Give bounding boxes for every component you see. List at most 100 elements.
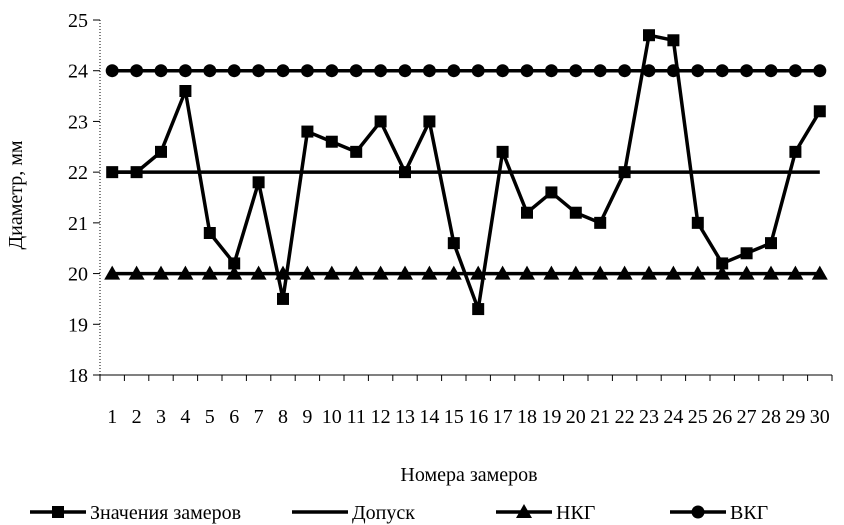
- y-tick-label: 20: [68, 264, 88, 286]
- data-point: [716, 257, 729, 270]
- data-point: [787, 265, 804, 280]
- data-point: [323, 265, 340, 280]
- data-point: [569, 206, 582, 219]
- data-point: [325, 135, 338, 148]
- data-point: [567, 265, 584, 280]
- x-tick-label: 19: [541, 406, 561, 428]
- data-point: [325, 64, 339, 78]
- legend-label: ВКГ: [730, 502, 768, 524]
- data-point: [691, 64, 705, 78]
- data-point: [374, 115, 387, 128]
- data-point: [299, 265, 316, 280]
- data-point: [740, 247, 753, 260]
- x-tick-label: 13: [395, 406, 415, 428]
- x-tick-label: 5: [205, 406, 215, 428]
- data-point: [275, 265, 291, 280]
- data-point: [471, 64, 485, 78]
- data-point: [301, 125, 314, 138]
- data-point: [788, 64, 802, 78]
- x-tick-label: 15: [444, 406, 464, 428]
- data-point: [155, 145, 167, 158]
- legend-label: НКГ: [556, 502, 595, 524]
- y-tick-label: 24: [68, 61, 88, 83]
- y-tick-label: 25: [68, 10, 88, 32]
- x-tick-label: 2: [132, 406, 142, 428]
- legend-entry: ВКГ: [670, 502, 768, 524]
- data-point: [252, 176, 265, 189]
- data-point: [665, 265, 682, 280]
- data-point: [519, 265, 535, 280]
- data-point: [472, 303, 485, 316]
- data-point: [763, 265, 779, 280]
- data-point: [447, 64, 461, 78]
- data-point: [618, 64, 632, 78]
- x-tick-label: 8: [278, 406, 288, 428]
- data-point: [494, 265, 511, 280]
- data-point: [738, 265, 755, 280]
- x-tick-label: 22: [615, 406, 635, 428]
- x-tick-label: 16: [468, 406, 488, 428]
- series-layer: [104, 29, 828, 316]
- data-point: [740, 64, 754, 78]
- data-point: [543, 265, 560, 280]
- x-tick-label: 20: [566, 406, 586, 428]
- data-point: [642, 64, 656, 78]
- x-tick-label: 30: [810, 406, 830, 428]
- x-tick-label: 26: [712, 406, 732, 428]
- data-point: [179, 85, 192, 97]
- data-point: [276, 64, 290, 78]
- data-point: [374, 64, 388, 78]
- legend-label: Значения замеров: [90, 502, 241, 524]
- data-point: [397, 265, 413, 280]
- y-axis-title: Диаметр, мм: [5, 140, 27, 249]
- data-point: [203, 227, 216, 239]
- data-point: [372, 265, 389, 280]
- data-point: [252, 64, 266, 78]
- data-point: [154, 64, 168, 78]
- data-point: [714, 265, 731, 280]
- x-tick-label: 4: [180, 406, 190, 428]
- data-point: [203, 64, 217, 78]
- data-point: [153, 265, 169, 280]
- series-1: [106, 29, 826, 316]
- x-tick-label: 23: [639, 406, 659, 428]
- x-tick-label: 1: [107, 406, 117, 428]
- data-point: [715, 64, 729, 78]
- data-point: [423, 115, 436, 128]
- data-point: [105, 64, 119, 78]
- data-point: [350, 145, 363, 158]
- y-tick-label: 22: [68, 162, 88, 184]
- legend: Значения замеров Допуск НКГ ВКГ: [30, 502, 768, 524]
- data-point: [813, 105, 826, 118]
- x-tick-label: 6: [229, 406, 239, 428]
- data-point: [496, 145, 509, 158]
- data-point: [177, 265, 194, 280]
- data-point: [348, 265, 365, 280]
- data-point: [811, 265, 828, 280]
- data-point: [226, 265, 243, 280]
- data-point: [545, 186, 558, 199]
- x-axis: 1 2 3 4 5 6 7 8 9 10 11 12 13 14 15 16 17 18 19 20 21 22 23 24 2…: [99, 374, 833, 428]
- x-tick-label: 9: [302, 406, 312, 428]
- series-4: [105, 64, 827, 78]
- data-point: [398, 64, 412, 78]
- data-point: [666, 64, 680, 78]
- x-tick-label: 24: [663, 406, 683, 428]
- legend-marker: [691, 505, 705, 519]
- x-tick-label: 11: [347, 406, 366, 428]
- data-point: [201, 265, 218, 280]
- data-point: [544, 64, 558, 78]
- data-point: [104, 265, 121, 280]
- data-point: [421, 265, 438, 280]
- y-tick-label: 21: [68, 213, 88, 235]
- data-point: [130, 64, 144, 78]
- x-tick-label: 17: [493, 406, 513, 428]
- data-point: [521, 206, 533, 219]
- data-point: [178, 64, 192, 78]
- legend-marker: [516, 504, 532, 518]
- y-tick-label: 19: [68, 314, 88, 336]
- x-tick-label: 7: [254, 406, 264, 428]
- legend-label: Допуск: [352, 502, 415, 524]
- data-point: [641, 265, 657, 280]
